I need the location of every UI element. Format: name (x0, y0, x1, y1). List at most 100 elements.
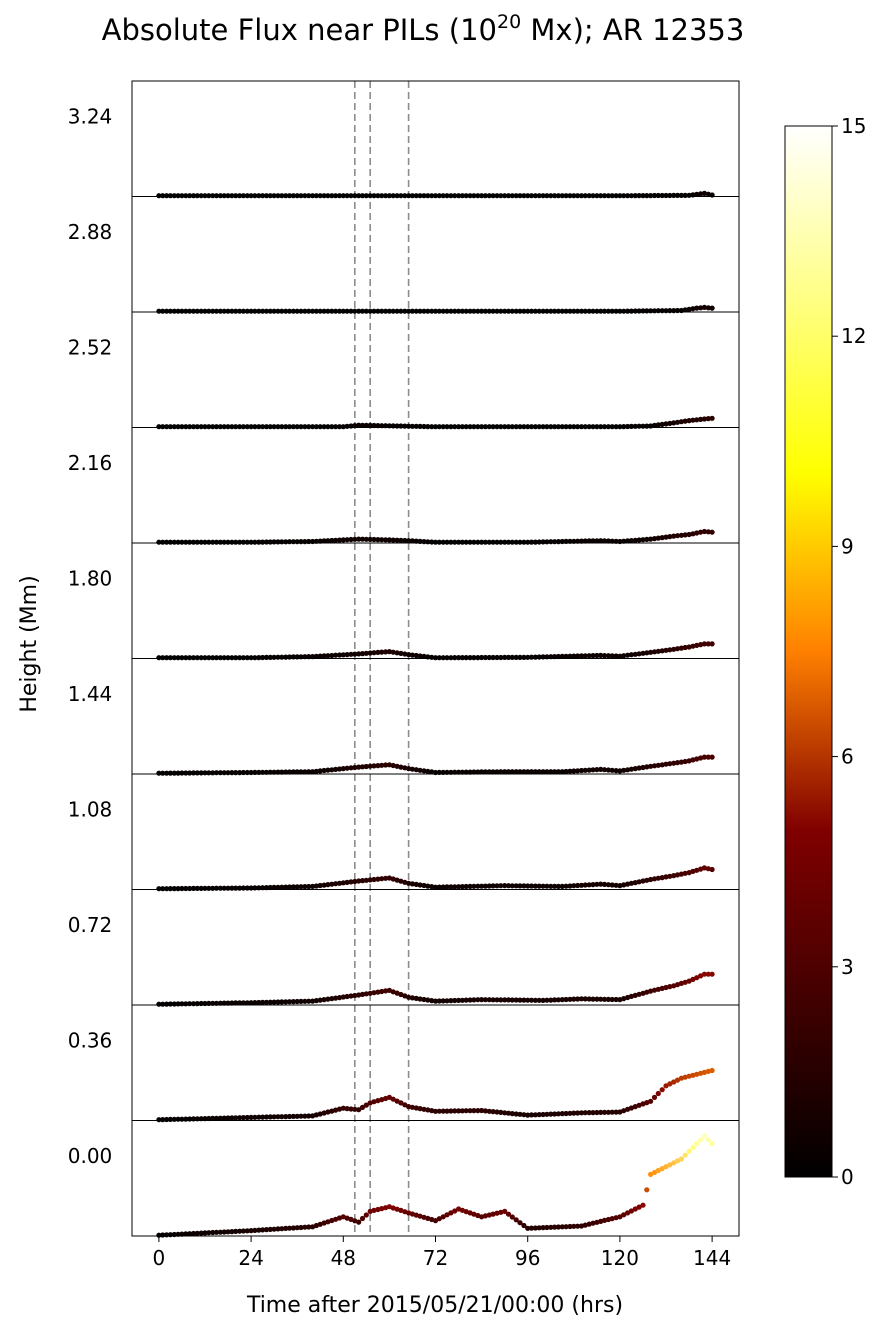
data-point (156, 886, 162, 892)
data-point (567, 1110, 573, 1116)
data-point (371, 763, 377, 769)
data-point (690, 417, 696, 423)
data-point (694, 530, 700, 536)
data-point (625, 652, 631, 658)
data-point (240, 1115, 246, 1121)
data-point (171, 539, 177, 545)
data-point (164, 655, 170, 661)
colorbar: 0 3 6 9 12 15 (784, 114, 866, 1189)
data-point (532, 997, 539, 1003)
data-point (336, 766, 343, 772)
data-point (494, 1109, 500, 1115)
data-point (336, 652, 343, 658)
data-point (367, 877, 373, 883)
data-point (490, 769, 496, 775)
data-point (248, 1000, 254, 1006)
data-point (352, 878, 358, 885)
data-point (267, 1114, 273, 1120)
data-point (448, 539, 454, 545)
data-point (356, 1107, 362, 1113)
panel-frame (131, 80, 740, 197)
data-point (290, 999, 296, 1005)
data-point (256, 1227, 262, 1233)
data-point (348, 536, 354, 543)
data-point (221, 655, 227, 661)
data-point (667, 420, 673, 426)
data-point (525, 539, 531, 545)
data-point (352, 423, 358, 429)
data-point (644, 1187, 650, 1193)
data-point (302, 1224, 308, 1230)
data-point (601, 881, 608, 888)
data-point (498, 997, 504, 1003)
data-point (275, 1114, 281, 1120)
chart-title-main: Absolute Flux near PILs (10 (102, 13, 497, 47)
data-point (701, 754, 708, 760)
data-point (605, 767, 612, 773)
x-tick-label: 144 (693, 1246, 731, 1270)
data-point (628, 1105, 635, 1111)
data-point (317, 882, 323, 889)
data-point (279, 999, 285, 1005)
data-point (525, 1112, 531, 1118)
data-point (609, 882, 615, 888)
data-point (448, 655, 454, 661)
data-point (383, 988, 389, 994)
data-point (279, 884, 285, 890)
data-point (248, 655, 254, 661)
data-point (509, 1111, 515, 1117)
data-point (340, 880, 346, 886)
data-point (605, 538, 612, 544)
data-point (198, 1230, 204, 1236)
data-point (590, 653, 596, 659)
x-tick-label: 24 (238, 1246, 263, 1270)
data-point (390, 1205, 396, 1211)
data-point (513, 539, 519, 545)
data-point (682, 307, 688, 313)
data-point (321, 997, 327, 1003)
data-point (655, 1167, 661, 1174)
data-point (532, 769, 539, 775)
data-point (594, 1109, 600, 1116)
data-point (344, 1106, 350, 1112)
data-point (229, 1000, 235, 1006)
panels: 3.24 2.88 2.52 2.16 1.80 1.44 1.08 0.72 0.36 0.00 (68, 80, 740, 1237)
data-point (594, 767, 600, 773)
data-point (317, 653, 323, 659)
colorbar-tick-label: 0 (841, 1165, 854, 1189)
data-point (628, 1208, 635, 1214)
data-point (321, 538, 327, 544)
data-point (705, 754, 711, 760)
data-point (467, 539, 473, 545)
data-point (413, 538, 419, 544)
data-point (528, 883, 535, 889)
data-point (313, 998, 319, 1004)
data-point (482, 883, 488, 889)
data-point (164, 886, 170, 892)
data-point (517, 997, 523, 1003)
data-point (260, 999, 266, 1006)
data-point (313, 768, 319, 774)
data-point (544, 997, 550, 1003)
data-point (471, 997, 477, 1003)
data-point (310, 654, 316, 660)
data-point (198, 655, 204, 661)
data-point (479, 883, 485, 889)
data-point (244, 1114, 250, 1121)
data-point (359, 422, 366, 428)
data-point (283, 884, 289, 890)
data-point (505, 769, 512, 775)
data-point (352, 764, 358, 771)
data-point (375, 876, 381, 882)
data-point (448, 884, 454, 890)
data-point (686, 1148, 692, 1154)
data-point (271, 1114, 277, 1120)
data-point (325, 996, 331, 1002)
data-point (363, 422, 369, 428)
data-point (605, 1109, 612, 1115)
data-point (371, 650, 377, 656)
data-point (536, 1225, 542, 1231)
data-point (298, 1113, 304, 1119)
data-point (463, 1209, 469, 1215)
data-point (555, 883, 562, 890)
